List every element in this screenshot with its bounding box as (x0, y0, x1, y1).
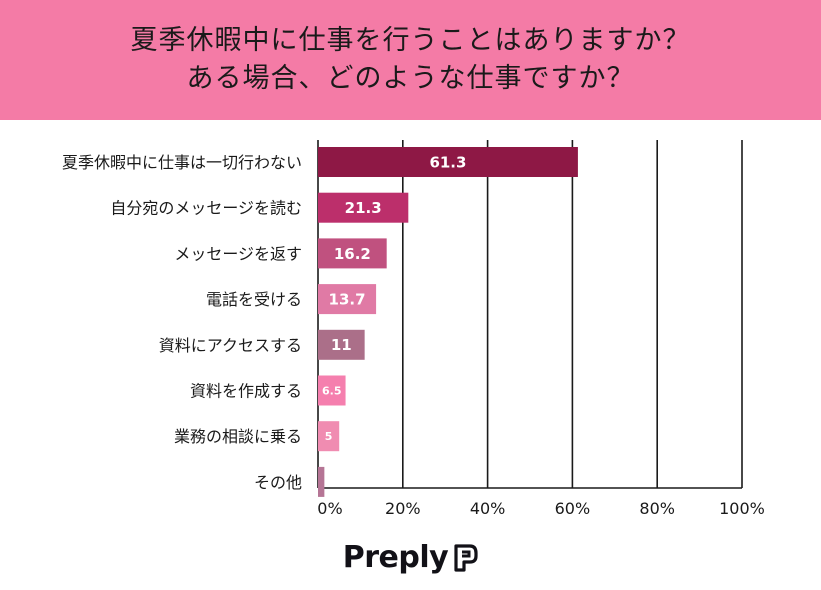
bar (318, 284, 377, 315)
category-label: 自分宛のメッセージを読む (110, 199, 302, 218)
x-tick-label: 80% (639, 499, 675, 518)
grid-lines (317, 140, 743, 489)
bar (318, 192, 409, 223)
chart-header: 夏季休暇中に仕事を行うことはありますか？ ある場合、どのような仕事ですか？ (0, 0, 821, 120)
category-label: 業務の相談に乗る (174, 427, 302, 446)
chart-title-line-1: 夏季休暇中に仕事を行うことはありますか？ (130, 25, 691, 56)
category-label: 資料を作成する (190, 382, 302, 401)
bar-value-label: 21.3 (345, 199, 382, 217)
category-label: その他 (254, 473, 302, 492)
bars: 61.3 21.3 16.2 13.7 11 6.5 5 (318, 147, 578, 497)
brand-name: Preply (342, 540, 449, 575)
category-label: 資料にアクセスする (159, 336, 302, 355)
brand-logo: Preply (0, 535, 821, 580)
bar-value-label: 61.3 (429, 153, 466, 171)
bar (318, 466, 325, 497)
bar-value-label: 13.7 (329, 291, 366, 309)
bar-value-label: 5 (325, 430, 333, 443)
chart-title-line-2: ある場合、どのような仕事ですか？ (186, 63, 635, 94)
x-tick-label: 0% (317, 499, 342, 518)
category-label: 電話を受ける (206, 290, 302, 309)
bar-chart: 61.3 21.3 16.2 13.7 11 6.5 5 夏季休暇中に仕事は一切行わない自分… (62, 140, 765, 518)
bar (318, 329, 365, 360)
category-labels: 夏季休暇中に仕事は一切行わない自分宛のメッセージを読むメッセージを返す電話を受け… (62, 153, 302, 492)
category-label: 夏季休暇中に仕事は一切行わない (62, 153, 302, 172)
bar-value-label: 11 (331, 336, 352, 354)
bar (318, 147, 578, 177)
x-tick-label: 20% (385, 499, 421, 518)
bar (318, 421, 340, 452)
preply-logo-icon (454, 543, 478, 572)
x-tick-label: 40% (470, 499, 506, 518)
x-tick-label: 60% (555, 499, 591, 518)
category-label: メッセージを返す (174, 244, 302, 263)
x-tick-labels: 0% 20% 40% 60% 80% 100% (317, 499, 765, 518)
bar (318, 238, 387, 269)
bar (318, 375, 346, 406)
bar-value-label: 6.5 (322, 384, 342, 397)
x-tick-label: 100% (719, 499, 765, 518)
bar-value-label: 16.2 (334, 245, 371, 263)
